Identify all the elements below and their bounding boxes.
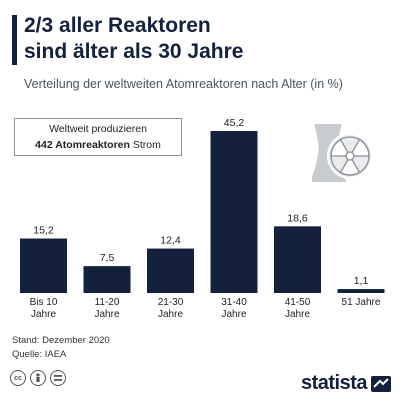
category-label-3-1: Jahre	[221, 309, 246, 320]
category-label-1-1: Jahre	[94, 309, 119, 320]
value-label-3: 45,2	[224, 117, 245, 129]
statista-logo[interactable]: statista	[301, 372, 391, 395]
bar-4	[274, 226, 321, 293]
license-icons: cc	[10, 370, 66, 386]
value-label-4: 18,6	[287, 212, 308, 224]
chart-title-line-1: 2/3 aller Reaktoren	[24, 14, 211, 37]
info-box: Weltweit produzieren 442 Atomreaktoren S…	[14, 118, 182, 156]
value-label-2: 12,4	[160, 235, 181, 247]
category-label-2-1: Jahre	[158, 309, 183, 320]
category-label-1-0: 11-20	[95, 297, 120, 308]
radiation-cooling-tower-icon	[312, 124, 373, 182]
source-date: Stand: Dezember 2020	[12, 335, 110, 346]
value-label-1: 7,5	[100, 252, 115, 264]
bar-3	[210, 131, 258, 293]
category-label-4-0: 41-50	[285, 297, 311, 308]
value-label-0: 15,2	[33, 225, 54, 237]
info-line-2: 442 Atomreaktoren Strom	[15, 137, 181, 153]
category-label-2-0: 21-30	[158, 297, 184, 308]
bar-0	[20, 238, 67, 293]
title-accent-bar	[12, 15, 17, 65]
value-label-5: 1,1	[354, 275, 369, 287]
person-icon[interactable]	[30, 370, 46, 386]
info-line-1: Weltweit produzieren	[49, 123, 147, 135]
info-suffix: Strom	[129, 139, 161, 151]
category-label-0-1: Jahre	[31, 309, 56, 320]
statista-logo-icon	[371, 375, 391, 392]
source-block: Stand: Dezember 2020 Quelle: IAEA	[12, 334, 110, 362]
source-name: Quelle: IAEA	[12, 349, 67, 360]
info-count: 442 Atomreaktoren	[35, 139, 130, 151]
category-label-5-0: 51 Jahre	[342, 297, 381, 308]
category-label-3-0: 31-40	[221, 297, 247, 308]
equals-icon[interactable]	[50, 370, 66, 386]
chart-title-line-2: sind älter als 30 Jahre	[24, 40, 244, 63]
category-label-0-0: Bis 10	[30, 297, 58, 308]
cc-icon[interactable]: cc	[10, 370, 26, 386]
bar-5	[337, 289, 385, 293]
chart-subtitle: Verteilung der weltweiten Atomreaktoren …	[24, 77, 343, 91]
category-label-4-1: Jahre	[285, 309, 310, 320]
bar-1	[83, 266, 131, 293]
bar-2	[147, 248, 194, 293]
brand-name: statista	[300, 372, 368, 394]
